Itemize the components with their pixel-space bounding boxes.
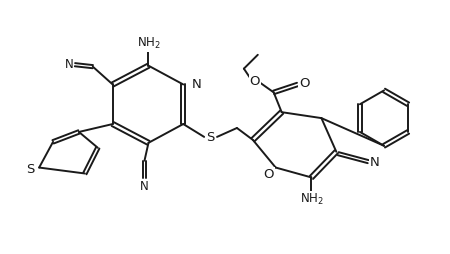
Text: O: O [299, 77, 310, 90]
Text: S: S [206, 131, 214, 144]
Text: NH$_2$: NH$_2$ [136, 36, 160, 52]
Text: O: O [264, 168, 274, 181]
Text: N: N [370, 156, 380, 169]
Text: N: N [192, 78, 202, 91]
Text: N: N [140, 180, 149, 193]
Text: NH$_2$: NH$_2$ [300, 192, 324, 207]
Text: S: S [26, 163, 34, 176]
Text: N: N [65, 58, 73, 71]
Text: O: O [250, 75, 260, 88]
